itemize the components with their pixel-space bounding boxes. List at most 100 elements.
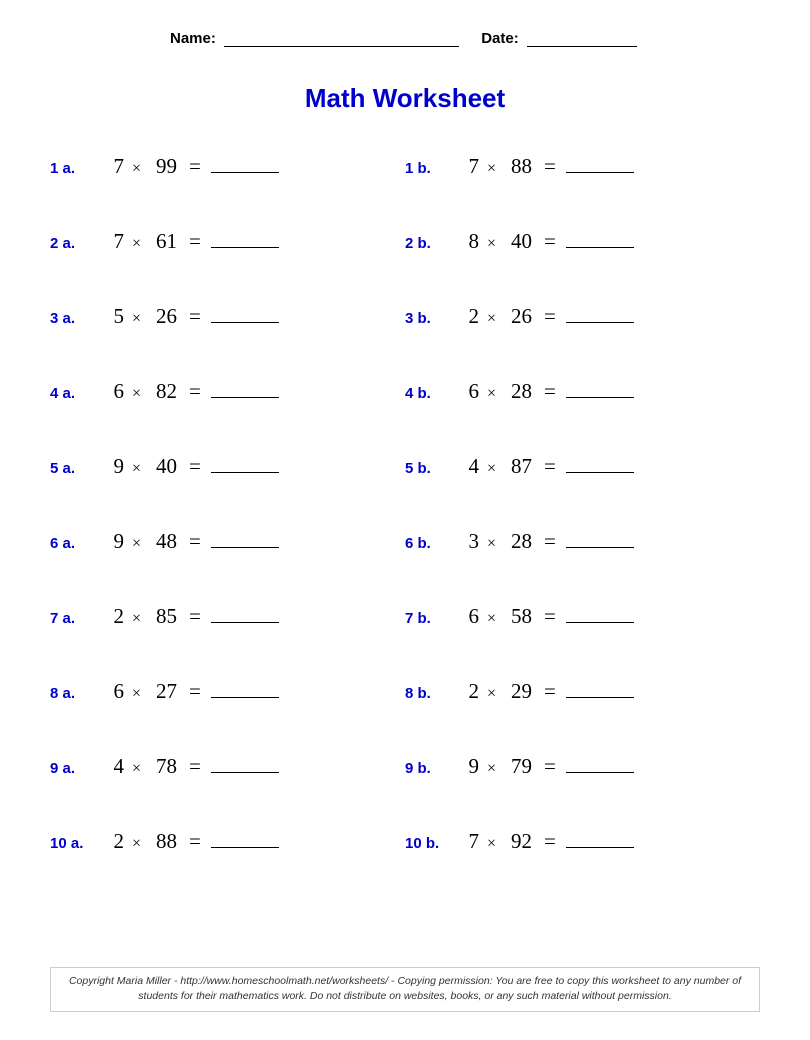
- times-icon: ×: [132, 310, 141, 328]
- equals-sign: =: [189, 454, 201, 479]
- operand-1: 6: [459, 604, 479, 629]
- answer-blank[interactable]: [566, 697, 634, 698]
- problem-cell: 4 a.6×82=: [50, 379, 405, 404]
- problem-expression: 7×61=: [104, 229, 279, 254]
- operand-2: 28: [504, 529, 532, 554]
- equals-sign: =: [544, 229, 556, 254]
- problem-label: 4 b.: [405, 385, 453, 402]
- operand-1: 9: [459, 754, 479, 779]
- answer-blank[interactable]: [211, 397, 279, 398]
- answer-blank[interactable]: [566, 172, 634, 173]
- problem-cell: 9 b. 9 × 79 =: [405, 754, 760, 779]
- problem-label: 9 a.: [50, 760, 98, 777]
- operand-2: 29: [504, 679, 532, 704]
- answer-blank[interactable]: [211, 547, 279, 548]
- answer-blank[interactable]: [211, 697, 279, 698]
- equals-sign: =: [189, 679, 201, 704]
- times-icon: ×: [487, 235, 496, 253]
- problem-row: 5 a.9×40=5 b.4×87=: [50, 454, 760, 479]
- operand-1: 7: [459, 829, 479, 854]
- operand-2: 79: [504, 754, 532, 779]
- operand-1: 6: [459, 379, 479, 404]
- equals-sign: =: [544, 829, 556, 854]
- equals-sign: =: [189, 154, 201, 179]
- operand-2: 82: [149, 379, 177, 404]
- answer-blank[interactable]: [211, 772, 279, 773]
- answer-blank[interactable]: [566, 472, 634, 473]
- footer-copyright: Copyright Maria Miller - http://www.home…: [50, 967, 760, 1013]
- times-icon: ×: [132, 610, 141, 628]
- operand-1: 8: [459, 229, 479, 254]
- equals-sign: =: [189, 379, 201, 404]
- operand-2: 26: [149, 304, 177, 329]
- problem-label: 10 a.: [50, 835, 98, 852]
- answer-blank[interactable]: [566, 622, 634, 623]
- problem-cell: 9 a. 4×78=: [50, 754, 405, 779]
- times-icon: ×: [487, 610, 496, 628]
- problem-expression: 4×78=: [104, 754, 279, 779]
- answer-blank[interactable]: [211, 622, 279, 623]
- operand-1: 7: [104, 154, 124, 179]
- problem-expression: 2×88=: [104, 829, 279, 854]
- answer-blank[interactable]: [211, 847, 279, 848]
- times-icon: ×: [132, 685, 141, 703]
- problem-cell: 7 b.6×58=: [405, 604, 760, 629]
- operand-1: 7: [459, 154, 479, 179]
- problem-cell: 6 b.3×28=: [405, 529, 760, 554]
- date-blank[interactable]: [527, 46, 637, 47]
- operand-2: 92: [504, 829, 532, 854]
- times-icon: ×: [487, 460, 496, 478]
- answer-blank[interactable]: [211, 472, 279, 473]
- times-icon: ×: [132, 385, 141, 403]
- equals-sign: =: [544, 154, 556, 179]
- problem-label: 7 a.: [50, 610, 98, 627]
- operand-1: 7: [104, 229, 124, 254]
- problem-label: 9 b.: [405, 760, 453, 777]
- problem-label: 1 b.: [405, 160, 453, 177]
- answer-blank[interactable]: [566, 322, 634, 323]
- operand-1: 9: [104, 529, 124, 554]
- times-icon: ×: [132, 835, 141, 853]
- problem-label: 8 a.: [50, 685, 98, 702]
- answer-blank[interactable]: [566, 772, 634, 773]
- problem-row: 9 a. 4×78= 9 b. 9 × 79 =: [50, 754, 760, 779]
- problem-expression: 5×26=: [104, 304, 279, 329]
- answer-blank[interactable]: [566, 547, 634, 548]
- equals-sign: =: [189, 604, 201, 629]
- problem-label: 3 a.: [50, 310, 98, 327]
- equals-sign: =: [189, 829, 201, 854]
- times-icon: ×: [132, 235, 141, 253]
- answer-blank[interactable]: [211, 172, 279, 173]
- problem-expression: 3×28=: [459, 529, 634, 554]
- operand-2: 58: [504, 604, 532, 629]
- problem-label: 10 b.: [405, 835, 453, 852]
- problem-expression: 9 × 79 =: [459, 754, 634, 779]
- problem-row: 10 a.2×88=10 b.7×92=: [50, 829, 760, 854]
- header-line: Name: Date:: [170, 30, 760, 47]
- answer-blank[interactable]: [211, 247, 279, 248]
- name-blank[interactable]: [224, 46, 459, 47]
- problem-cell: 5 a.9×40=: [50, 454, 405, 479]
- answer-blank[interactable]: [566, 247, 634, 248]
- times-icon: ×: [487, 160, 496, 178]
- operand-2: 88: [504, 154, 532, 179]
- problem-row: 8 a.6×27=8 b.2×29=: [50, 679, 760, 704]
- operand-2: 88: [149, 829, 177, 854]
- problem-row: 3 a.5×26=3 b.2×26=: [50, 304, 760, 329]
- times-icon: ×: [487, 760, 496, 778]
- equals-sign: =: [189, 304, 201, 329]
- problem-expression: 7 × 88 =: [459, 154, 634, 179]
- operand-1: 9: [104, 454, 124, 479]
- problem-expression: 4×87=: [459, 454, 634, 479]
- problem-label: 5 a.: [50, 460, 98, 477]
- problem-label: 1 a.: [50, 160, 98, 177]
- operand-2: 26: [504, 304, 532, 329]
- equals-sign: =: [189, 529, 201, 554]
- equals-sign: =: [544, 754, 556, 779]
- answer-blank[interactable]: [211, 322, 279, 323]
- operand-1: 6: [104, 379, 124, 404]
- page-title: Math Worksheet: [50, 83, 760, 114]
- answer-blank[interactable]: [566, 397, 634, 398]
- problem-expression: 6×58=: [459, 604, 634, 629]
- answer-blank[interactable]: [566, 847, 634, 848]
